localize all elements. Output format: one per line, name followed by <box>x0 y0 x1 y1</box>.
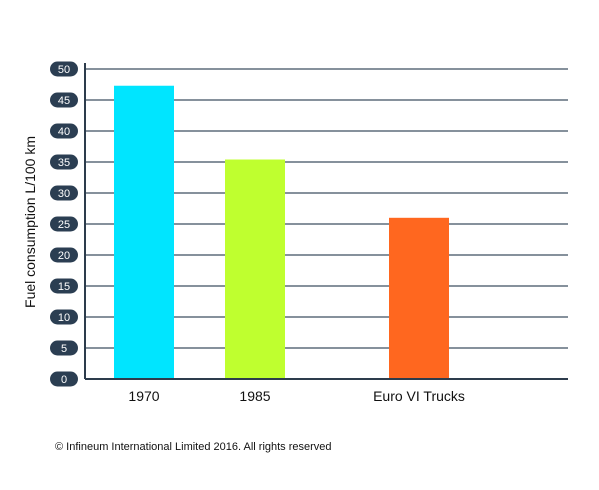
y-tick-pill <box>50 92 78 108</box>
y-tick-label: 15 <box>58 281 70 293</box>
y-tick-pill <box>50 154 78 170</box>
x-category-labels: 1970 1985 Euro VI Trucks <box>128 388 464 404</box>
y-tick-pill <box>50 123 78 139</box>
y-tick-pill <box>50 216 78 232</box>
bar-1970 <box>114 85 174 380</box>
y-tick-label: 25 <box>58 219 70 231</box>
y-tick-label: 40 <box>58 126 70 138</box>
y-tick-label: 35 <box>58 157 70 169</box>
bars-layer <box>114 85 449 380</box>
y-tick-pill <box>50 61 78 77</box>
y-tick-50: 50 <box>50 61 78 77</box>
y-tick-30: 30 <box>50 185 78 201</box>
y-tick-label: 45 <box>58 95 70 107</box>
x-category-label: 1985 <box>239 388 270 404</box>
x-category-label: 1970 <box>128 388 159 404</box>
y-tick-label: 30 <box>58 188 70 200</box>
y-tick-pill <box>50 309 78 325</box>
y-tick-label: 50 <box>58 64 70 76</box>
y-tick-15: 15 <box>50 278 78 294</box>
y-tick-label: 10 <box>58 312 70 324</box>
y-tick-label: 0 <box>61 374 67 386</box>
y-tick-5: 5 <box>50 340 78 356</box>
y-tick-pill <box>50 278 78 294</box>
y-tick-labels: 0 5 10 15 20 25 30 35 40 45 50 <box>50 61 78 387</box>
y-tick-20: 20 <box>50 247 78 263</box>
y-tick-pill <box>50 371 78 387</box>
y-tick-35: 35 <box>50 154 78 170</box>
y-tick-pill <box>50 247 78 263</box>
copyright-notice: © Infineum International Limited 2016. A… <box>55 441 332 453</box>
y-tick-label: 5 <box>61 343 67 355</box>
y-tick-25: 25 <box>50 216 78 232</box>
y-tick-pill <box>50 340 78 356</box>
bar-1985 <box>225 159 285 379</box>
y-tick-45: 45 <box>50 92 78 108</box>
y-tick-pill <box>50 185 78 201</box>
bar-euro-vi-trucks <box>389 217 449 379</box>
y-tick-0: 0 <box>50 371 78 387</box>
y-tick-10: 10 <box>50 309 78 325</box>
axis-layer <box>84 63 568 380</box>
y-tick-40: 40 <box>50 123 78 139</box>
y-tick-label: 20 <box>58 250 70 262</box>
y-axis-label: Fuel consumption L/100 km <box>22 136 38 308</box>
x-category-label: Euro VI Trucks <box>373 388 465 404</box>
